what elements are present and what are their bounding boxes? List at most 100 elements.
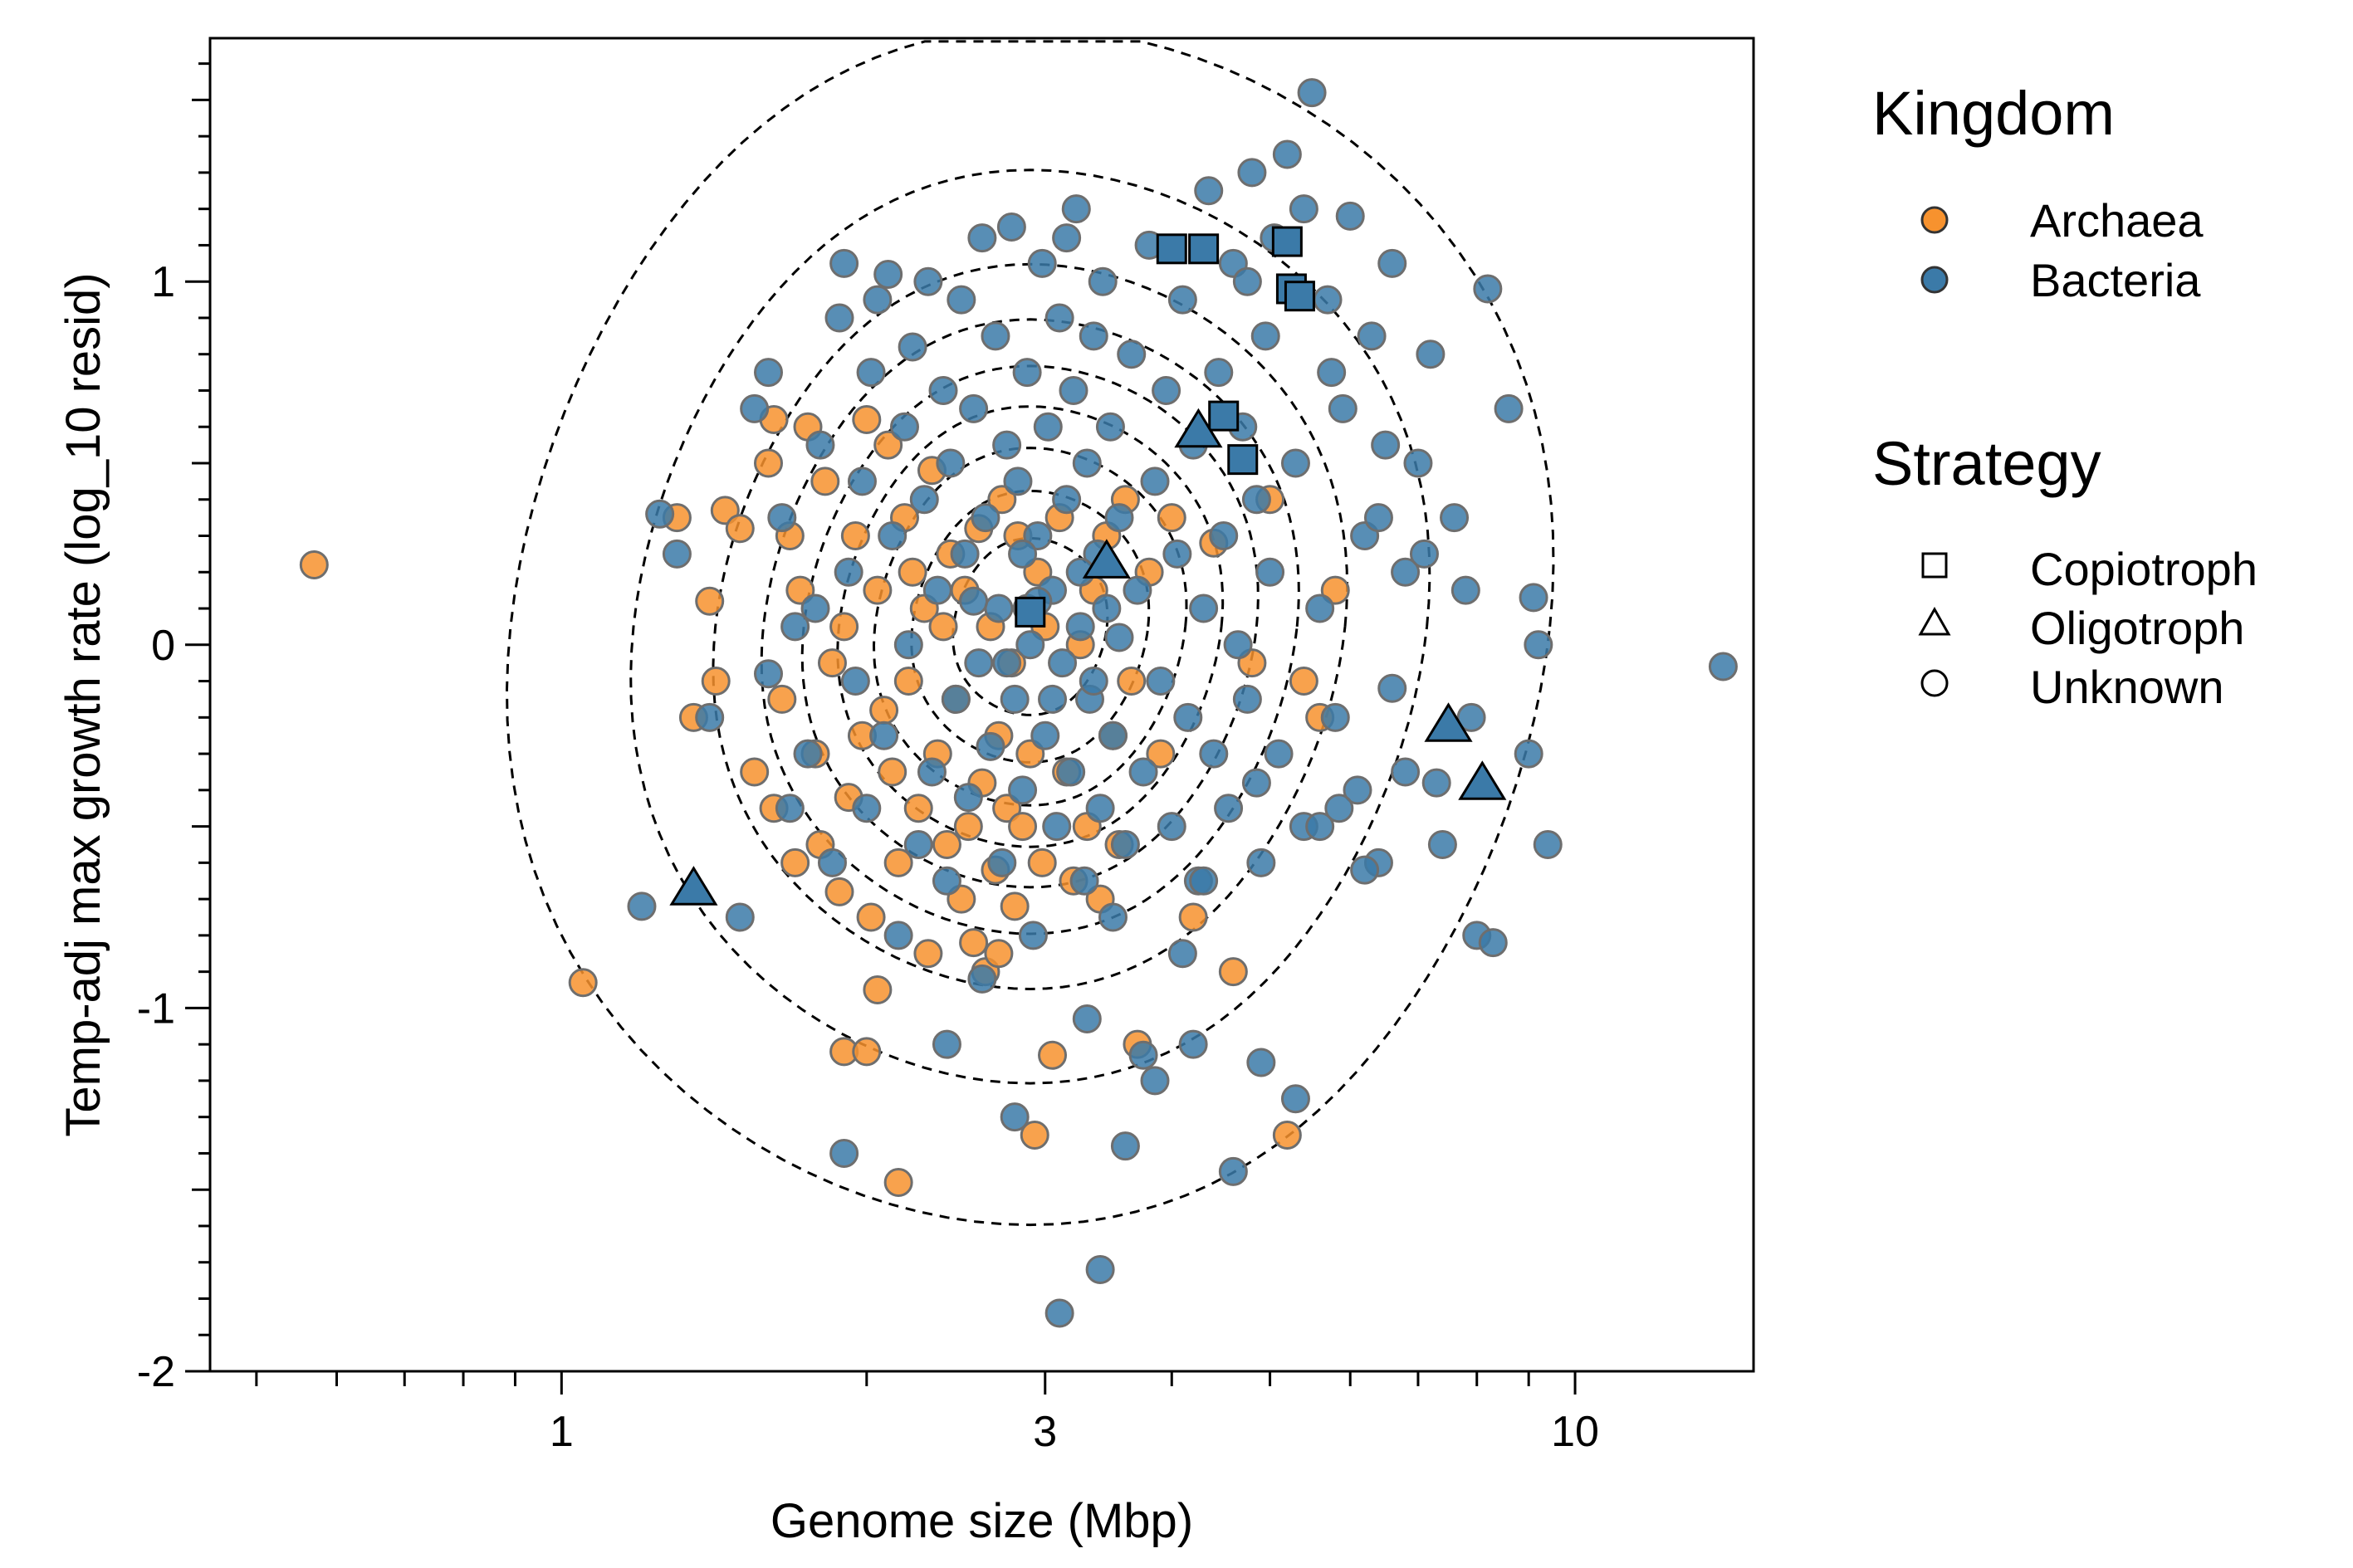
point-archaea-unknown	[932, 829, 961, 859]
point-bacteria-unknown	[1140, 466, 1170, 496]
legend-title-strategy: Strategy	[1872, 429, 2101, 498]
point-bacteria-unknown	[1519, 583, 1548, 613]
point-archaea-unknown	[695, 586, 725, 616]
point-bacteria-unknown	[1255, 557, 1285, 587]
point-bacteria-unknown	[936, 448, 966, 478]
point-bacteria-unknown	[913, 266, 943, 296]
point-bacteria-unknown	[1098, 720, 1128, 750]
point-bacteria-unknown	[740, 393, 770, 423]
point-copiotroph	[1271, 226, 1303, 257]
point-bacteria-unknown	[1044, 303, 1074, 333]
point-bacteria-unknown	[805, 430, 835, 460]
point-archaea-unknown	[928, 612, 958, 642]
point-bacteria-unknown	[1015, 630, 1045, 660]
point-bacteria-unknown	[878, 521, 907, 551]
point-bacteria-unknown	[1305, 812, 1335, 842]
point-bacteria-unknown	[1377, 248, 1407, 278]
point-oligotroph	[1424, 702, 1473, 742]
point-bacteria-unknown	[1104, 503, 1134, 533]
point-bacteria-unknown	[780, 612, 810, 642]
point-bacteria-unknown	[1409, 539, 1439, 569]
density-contour	[505, 40, 1555, 1227]
point-archaea-unknown	[701, 667, 731, 696]
point-bacteria-unknown	[775, 794, 805, 823]
point-bacteria-unknown	[645, 499, 675, 529]
legend-key-copiotroph	[1921, 552, 1948, 579]
point-bacteria-unknown	[1079, 321, 1108, 351]
point-archaea-unknown	[863, 975, 893, 1005]
y-tick-label: 1	[151, 258, 175, 306]
point-bacteria-unknown	[1038, 684, 1068, 714]
point-archaea-unknown	[1146, 739, 1176, 769]
point-bacteria-unknown	[873, 259, 903, 289]
point-bacteria-unknown	[1218, 1156, 1248, 1186]
legend-key-bacteria	[1920, 266, 1949, 294]
point-bacteria-unknown	[1440, 503, 1470, 533]
point-archaea-unknown	[852, 404, 882, 434]
point-bacteria-unknown	[1033, 412, 1063, 442]
point-bacteria-unknown	[992, 430, 1022, 460]
point-bacteria-unknown	[1059, 375, 1088, 405]
point-bacteria-unknown	[1357, 321, 1387, 351]
point-bacteria-unknown	[1297, 78, 1327, 108]
point-copiotroph	[1227, 444, 1259, 476]
point-bacteria-unknown	[1246, 848, 1276, 877]
point-bacteria-unknown	[767, 503, 797, 533]
point-archaea-unknown	[840, 521, 870, 551]
point-bacteria-unknown	[1085, 794, 1115, 823]
point-archaea-unknown	[987, 485, 1017, 515]
point-bacteria-unknown	[1209, 521, 1239, 551]
point-bacteria-unknown	[1328, 393, 1358, 423]
point-bacteria-unknown	[947, 285, 976, 315]
point-bacteria-unknown	[695, 702, 725, 732]
point-bacteria-unknown	[817, 848, 847, 877]
density-contour	[800, 364, 1260, 889]
y-tick-label: -2	[137, 1348, 175, 1396]
y-tick-label: 0	[151, 622, 175, 670]
legend-key-oligotroph	[1918, 606, 1951, 636]
point-bacteria-unknown	[840, 667, 870, 696]
point-bacteria-unknown	[1152, 375, 1181, 405]
point-bacteria-unknown	[1178, 1029, 1208, 1059]
density-contour	[951, 536, 1109, 716]
point-bacteria-unknown	[971, 503, 1000, 533]
point-bacteria-unknown	[932, 866, 961, 896]
point-bacteria-unknown	[1167, 285, 1197, 315]
density-contour	[629, 169, 1431, 1085]
point-bacteria-unknown	[1280, 1084, 1310, 1114]
point-archaea-unknown	[893, 667, 923, 696]
point-bacteria-unknown	[984, 593, 1014, 623]
point-bacteria-unknown	[662, 539, 692, 569]
point-archaea-unknown	[953, 812, 983, 842]
point-bacteria-unknown	[1008, 775, 1038, 805]
point-archaea-unknown	[1008, 812, 1038, 842]
point-copiotroph	[1156, 233, 1187, 265]
point-bacteria-unknown	[1199, 739, 1229, 769]
point-bacteria-unknown	[1350, 855, 1380, 885]
point-bacteria-unknown	[1377, 673, 1407, 703]
point-bacteria-unknown	[967, 223, 997, 253]
point-bacteria-unknown	[725, 902, 755, 932]
point-archaea-unknown	[1218, 957, 1248, 987]
point-archaea-unknown	[863, 575, 893, 605]
point-bacteria-unknown	[1246, 1048, 1276, 1077]
point-bacteria-unknown	[1708, 652, 1738, 681]
point-bacteria-unknown	[1223, 630, 1253, 660]
point-bacteria-unknown	[1092, 593, 1122, 623]
point-archaea-unknown	[856, 902, 886, 932]
point-bacteria-unknown	[893, 630, 923, 660]
point-archaea-unknown	[780, 848, 810, 877]
point-bacteria-unknown	[967, 964, 997, 994]
point-bacteria-unknown	[922, 575, 952, 605]
point-bacteria-unknown	[909, 485, 939, 515]
point-bacteria-unknown	[1162, 539, 1192, 569]
point-bacteria-unknown	[959, 586, 989, 616]
point-archaea-unknown	[1272, 1121, 1302, 1150]
point-bacteria-unknown	[1450, 575, 1480, 605]
point-archaea-unknown	[568, 968, 598, 998]
point-bacteria-unknown	[1128, 1040, 1158, 1070]
point-bacteria-unknown	[1343, 775, 1372, 805]
point-bacteria-unknown	[1008, 539, 1038, 569]
legend-label-unknown: Unknown	[2030, 661, 2223, 713]
point-bacteria-unknown	[953, 783, 983, 813]
